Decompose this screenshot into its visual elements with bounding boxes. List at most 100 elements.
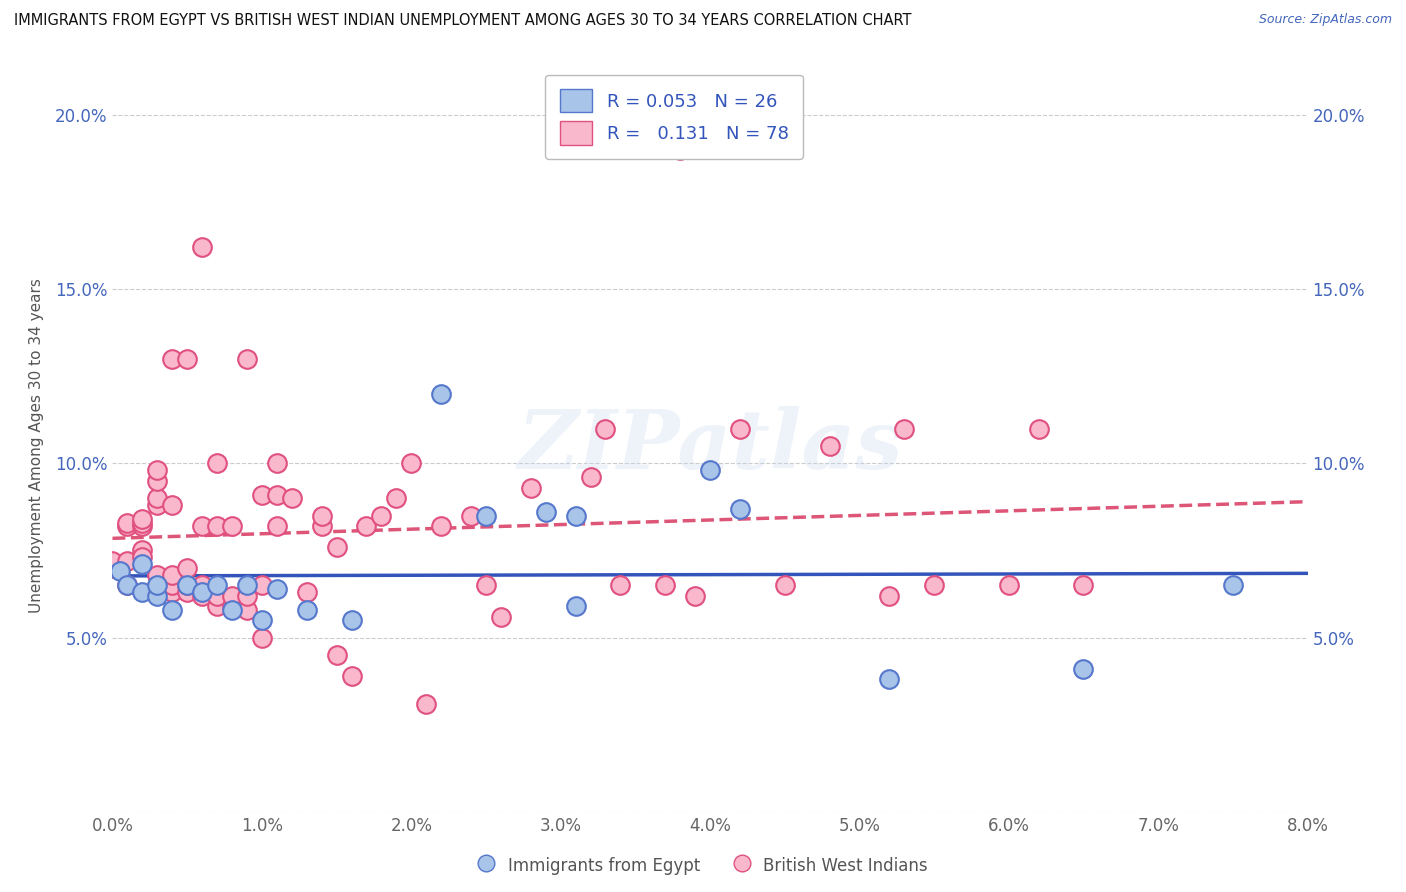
Point: [205, 578, 228, 592]
Point: [146, 474, 169, 488]
Point: [1222, 578, 1244, 592]
Point: [595, 421, 617, 435]
Point: [325, 648, 347, 662]
Point: [131, 558, 153, 572]
Point: [176, 578, 198, 592]
Point: [236, 578, 259, 592]
Point: [117, 519, 139, 533]
Point: [162, 498, 183, 512]
Point: [131, 550, 153, 565]
Point: [266, 519, 288, 533]
Point: [564, 599, 586, 614]
Point: [117, 554, 139, 568]
Y-axis label: Unemployment Among Ages 30 to 34 years: Unemployment Among Ages 30 to 34 years: [30, 278, 44, 614]
Point: [385, 491, 408, 506]
Point: [146, 567, 169, 582]
Point: [370, 508, 392, 523]
Point: [205, 457, 228, 471]
Point: [356, 519, 378, 533]
Point: [1073, 578, 1095, 592]
Point: [236, 603, 259, 617]
Point: [221, 599, 243, 614]
Point: [311, 508, 333, 523]
Point: [221, 589, 243, 603]
Point: [101, 554, 124, 568]
Point: [146, 491, 169, 506]
Point: [205, 589, 228, 603]
Point: [893, 421, 915, 435]
Point: [191, 519, 214, 533]
Point: [699, 463, 721, 477]
Point: [146, 578, 169, 592]
Point: [117, 516, 139, 530]
Point: [162, 567, 183, 582]
Point: [131, 512, 153, 526]
Point: [579, 470, 602, 484]
Point: [117, 578, 139, 592]
Point: [162, 351, 183, 366]
Point: [101, 561, 124, 575]
Point: [922, 578, 945, 592]
Point: [654, 578, 676, 592]
Point: [325, 540, 347, 554]
Point: [340, 669, 363, 683]
Point: [221, 519, 243, 533]
Point: [191, 578, 214, 592]
Text: IMMIGRANTS FROM EGYPT VS BRITISH WEST INDIAN UNEMPLOYMENT AMONG AGES 30 TO 34 YE: IMMIGRANTS FROM EGYPT VS BRITISH WEST IN…: [14, 13, 911, 29]
Point: [250, 613, 273, 627]
Point: [146, 578, 169, 592]
Point: [475, 578, 498, 592]
Point: [146, 589, 169, 603]
Point: [430, 386, 453, 401]
Point: [877, 673, 901, 687]
Text: ZIPatlas: ZIPatlas: [517, 406, 903, 486]
Point: [1028, 421, 1050, 435]
Point: [683, 589, 706, 603]
Point: [131, 543, 153, 558]
Point: [281, 491, 304, 506]
Legend: R = 0.053   N = 26, R =   0.131   N = 78: R = 0.053 N = 26, R = 0.131 N = 78: [546, 75, 803, 159]
Point: [877, 589, 901, 603]
Point: [250, 578, 273, 592]
Point: [146, 463, 169, 477]
Point: [998, 578, 1021, 592]
Point: [489, 609, 512, 624]
Point: [191, 240, 214, 254]
Point: [475, 508, 498, 523]
Point: [176, 578, 198, 592]
Point: [430, 519, 453, 533]
Point: [1073, 662, 1095, 676]
Point: [295, 603, 318, 617]
Point: [311, 519, 333, 533]
Point: [415, 697, 437, 711]
Point: [236, 589, 259, 603]
Point: [162, 578, 183, 592]
Point: [340, 613, 363, 627]
Point: [191, 589, 214, 603]
Point: [205, 519, 228, 533]
Point: [728, 421, 751, 435]
Point: [131, 585, 153, 599]
Point: [176, 351, 198, 366]
Point: [162, 603, 183, 617]
Point: [401, 457, 423, 471]
Point: [266, 488, 288, 502]
Point: [191, 585, 214, 599]
Text: Source: ZipAtlas.com: Source: ZipAtlas.com: [1258, 13, 1392, 27]
Point: [460, 508, 482, 523]
Point: [728, 501, 751, 516]
Point: [176, 585, 198, 599]
Point: [295, 585, 318, 599]
Point: [162, 585, 183, 599]
Point: [146, 498, 169, 512]
Point: [108, 565, 131, 579]
Point: [205, 599, 228, 614]
Point: [266, 457, 288, 471]
Point: [176, 561, 198, 575]
Point: [131, 516, 153, 530]
Point: [250, 488, 273, 502]
Point: [236, 351, 259, 366]
Point: [266, 582, 288, 596]
Point: [818, 439, 841, 453]
Point: [534, 505, 557, 519]
